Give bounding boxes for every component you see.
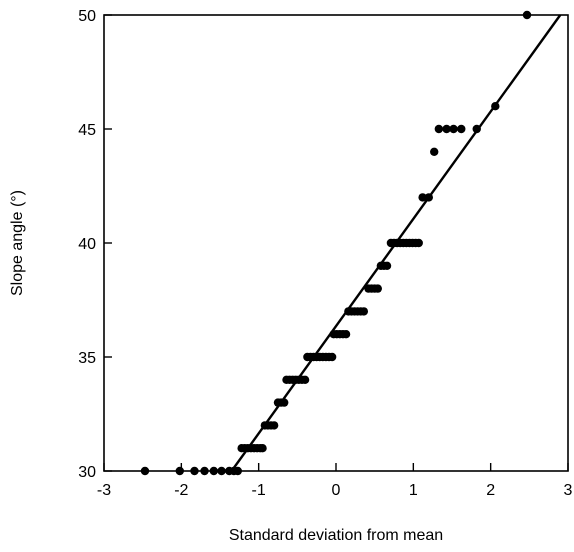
- data-point: [200, 466, 209, 476]
- y-tick-label: 40: [78, 236, 96, 253]
- data-point: [457, 124, 466, 134]
- data-point: [414, 238, 423, 248]
- data-point: [449, 124, 458, 134]
- x-tick-label: 1: [409, 482, 418, 499]
- data-point: [491, 102, 500, 111]
- data-point: [209, 466, 219, 476]
- x-axis-title: Standard deviation from mean: [229, 527, 443, 544]
- data-point: [217, 466, 226, 476]
- x-tick-label: 3: [564, 482, 573, 499]
- plot-frame: [103, 14, 569, 472]
- data-point: [434, 124, 444, 134]
- data-point: [341, 330, 351, 339]
- data-point: [472, 124, 481, 134]
- data-point: [327, 352, 337, 362]
- data-point: [359, 307, 369, 316]
- data-point: [175, 466, 184, 476]
- y-tick-label: 30: [78, 464, 96, 481]
- data-point: [269, 421, 279, 430]
- axis-tick-labels: -3 -2 -1 0 1 2 3 30 35 40 45 50: [78, 8, 572, 499]
- data-point: [442, 124, 451, 134]
- data-point: [424, 193, 433, 202]
- data-point: [382, 261, 392, 270]
- data-point: [373, 284, 382, 293]
- data-point: [522, 10, 532, 20]
- axis-ticks: [103, 14, 569, 472]
- data-point: [190, 466, 199, 476]
- data-point: [258, 444, 267, 453]
- x-tick-label: 2: [486, 482, 495, 499]
- data-point: [430, 147, 439, 156]
- y-tick-label: 45: [78, 122, 96, 139]
- data-points: [140, 10, 532, 476]
- x-tick-label: -2: [174, 482, 188, 499]
- x-tick-label: -3: [97, 482, 111, 499]
- data-point: [140, 466, 150, 476]
- y-tick-label: 35: [78, 350, 96, 367]
- data-point: [279, 398, 289, 407]
- data-point: [418, 193, 427, 202]
- data-point: [233, 466, 242, 476]
- x-tick-label: 0: [332, 482, 341, 499]
- data-point: [300, 375, 310, 384]
- x-tick-label: -1: [252, 482, 266, 499]
- y-tick-label: 50: [78, 8, 96, 25]
- y-axis-title: Slope angle (°): [9, 190, 26, 296]
